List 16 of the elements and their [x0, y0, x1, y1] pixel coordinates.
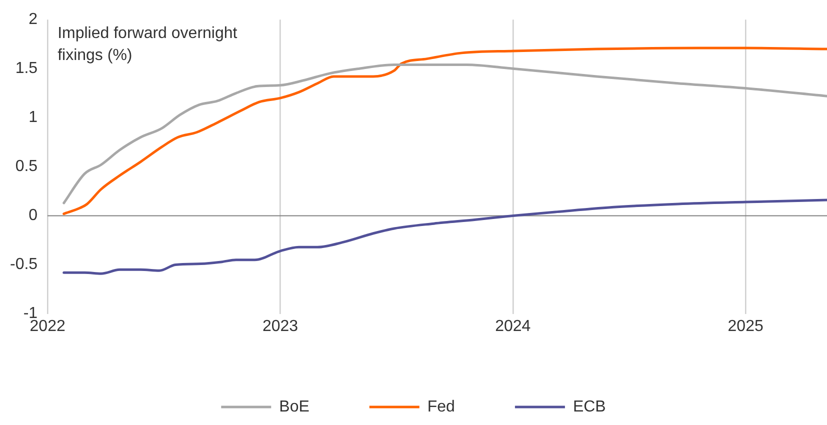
- y-tick-label: 1.5: [15, 60, 38, 78]
- y-tick-label: 1: [28, 109, 38, 126]
- y-tick-label: -0.5: [10, 256, 38, 274]
- y-tick-label: 0: [28, 207, 38, 224]
- line-series: [62, 63, 827, 204]
- y-axis-title: Implied forward overnight fixings (%): [58, 25, 238, 64]
- legend-label: Fed: [427, 398, 455, 416]
- legend-label: BoE: [279, 398, 310, 416]
- x-tick-label: 2022: [30, 318, 66, 335]
- y-tick-label: 0.5: [15, 158, 38, 176]
- x-tick-label: 2023: [262, 318, 298, 335]
- legend-label: ECB: [572, 398, 606, 416]
- y-tick-label: 2: [28, 11, 38, 28]
- line-series: [62, 198, 827, 275]
- x-tick-label: 2024: [495, 318, 531, 335]
- x-tick-label: 2025: [728, 318, 764, 335]
